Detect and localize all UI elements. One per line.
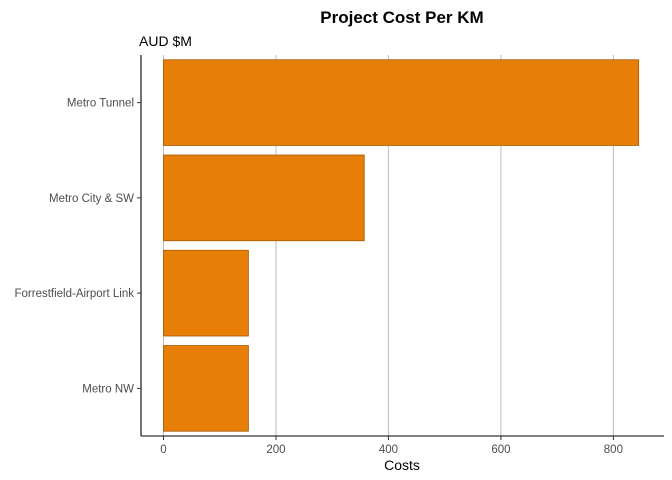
bar	[163, 249, 249, 337]
y-axis-ticks: Metro Tunnel Metro City & SW Forrestfield-…	[14, 98, 141, 395]
x-axis-title: Costs	[384, 457, 420, 473]
x-tick-label: 0	[160, 444, 166, 456]
x-tick-label: 200	[266, 444, 285, 456]
y-tick-label: Metro City & SW	[49, 193, 134, 205]
x-tick-label: 600	[491, 444, 510, 456]
y-tick-label: Metro Tunnel	[67, 98, 134, 110]
x-axis-ticks: 0 200 400 600 800	[160, 436, 623, 456]
chart-subtitle: AUD $M	[139, 33, 192, 49]
chart-title: Project Cost Per KM	[320, 8, 483, 27]
x-tick-label: 400	[379, 444, 398, 456]
x-tick-label: 800	[604, 444, 623, 456]
bar	[163, 345, 249, 432]
bar	[163, 154, 365, 242]
bar	[163, 59, 640, 146]
bars	[163, 59, 640, 432]
y-tick-label: Forrestfield-Airport Link	[14, 288, 134, 300]
plot-area: Metro Tunnel Metro City & SW Forrestfield-…	[14, 55, 664, 456]
y-tick-label: Metro NW	[82, 383, 134, 395]
